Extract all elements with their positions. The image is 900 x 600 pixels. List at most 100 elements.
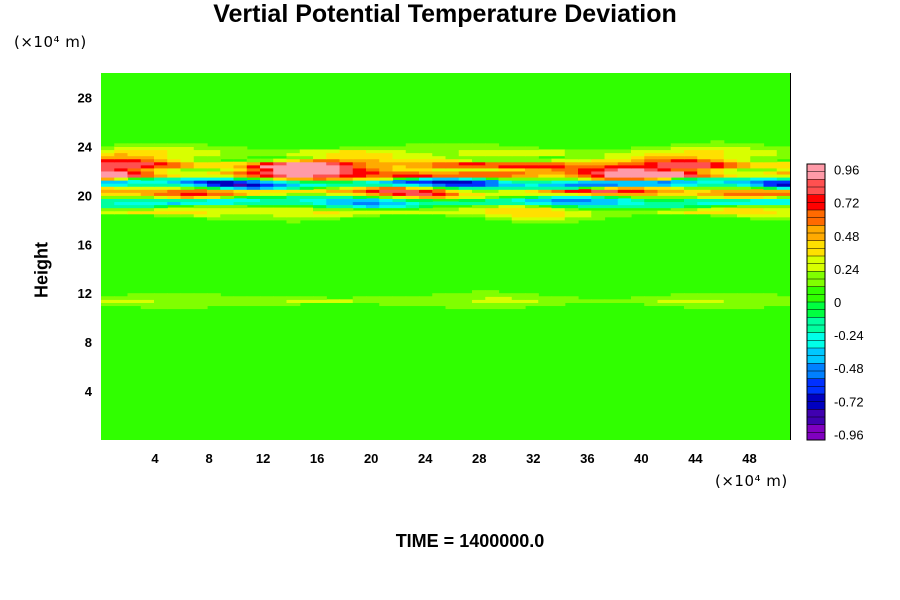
heatmap-cell (710, 305, 725, 310)
heatmap-cell (326, 176, 341, 181)
heatmap-cell (723, 305, 738, 310)
heatmap-cell (776, 210, 790, 215)
heatmap-cell (578, 155, 592, 160)
heatmap-cell (498, 155, 513, 160)
heatmap-cell (578, 167, 592, 172)
heatmap-cell (273, 198, 288, 203)
heatmap-cell (631, 296, 645, 300)
heatmap-cell (220, 170, 235, 175)
heatmap-cell (525, 302, 539, 307)
heatmap-cell (101, 198, 115, 203)
heatmap-cell (578, 176, 592, 181)
heatmap-cell (313, 201, 327, 206)
heatmap-cell (286, 158, 301, 163)
heatmap-cell (670, 167, 685, 172)
heatmap-cell (551, 207, 566, 212)
heatmap-cell (525, 164, 539, 169)
heatmap-cell (472, 201, 486, 206)
heatmap-cell (286, 180, 301, 184)
heatmap-cell (220, 201, 235, 206)
heatmap-cell (432, 195, 447, 199)
x-axis-unit-label: (×10⁴ m) (715, 472, 788, 490)
heatmap-cell (379, 170, 394, 175)
heatmap-cell (207, 293, 221, 297)
heatmap-cell (273, 192, 288, 196)
heatmap-cell (260, 180, 274, 184)
heatmap-cell (419, 173, 433, 178)
heatmap-cell (140, 198, 155, 203)
heatmap-cell (114, 167, 129, 172)
heatmap-cell (233, 155, 248, 160)
heatmap-cell (207, 207, 221, 212)
heatmap-cell (405, 152, 420, 157)
heatmap-cell (326, 186, 341, 190)
heatmap-cell (180, 189, 195, 193)
heatmap-cell (273, 210, 288, 215)
heatmap-cell (193, 161, 208, 166)
heatmap-cell (405, 170, 420, 175)
heatmap-cell (154, 207, 168, 212)
heatmap-cell (776, 173, 790, 178)
heatmap-cell (101, 302, 115, 307)
heatmap-cell (313, 195, 327, 199)
heatmap-cell (246, 210, 261, 215)
heatmap-cell (657, 186, 672, 190)
colorbar-tick-label: 0.72 (834, 196, 859, 211)
heatmap-cell (485, 299, 500, 303)
heatmap-cell (737, 173, 751, 178)
heatmap-cell (538, 183, 553, 187)
heatmap-cell (564, 192, 579, 196)
heatmap-cell (525, 299, 539, 303)
heatmap-cell (776, 213, 790, 218)
heatmap-cell (432, 299, 447, 303)
heatmap-cell (167, 146, 182, 151)
heatmap-cell (233, 146, 248, 151)
heatmap-cell (246, 170, 261, 175)
heatmap-cell (207, 155, 221, 160)
heatmap-cell (644, 155, 659, 160)
heatmap-cell (140, 183, 155, 187)
heatmap-cell (737, 183, 751, 187)
heatmap-cell (604, 186, 619, 190)
heatmap-cell (511, 170, 526, 175)
heatmap-cell (273, 296, 288, 300)
heatmap-cell (458, 176, 473, 181)
heatmap-cell (591, 158, 606, 163)
heatmap-cell (114, 149, 129, 154)
heatmap-cell (511, 305, 526, 310)
heatmap-cell (737, 296, 751, 300)
heatmap-cell (167, 293, 182, 297)
heatmap-cell (326, 198, 341, 203)
heatmap-cell (578, 204, 592, 209)
heatmap-cell (458, 201, 473, 206)
heatmap-cell (763, 167, 778, 172)
heatmap-cell (498, 207, 513, 212)
heatmap-cell (684, 204, 698, 209)
heatmap-cell (299, 213, 314, 218)
heatmap-cell (339, 195, 354, 199)
heatmap-cell (525, 189, 539, 193)
heatmap-cell (180, 183, 195, 187)
heatmap-cell (578, 216, 592, 221)
heatmap-cell (366, 183, 380, 187)
heatmap-cell (498, 293, 513, 297)
heatmap-cell (339, 155, 354, 160)
x-tick-label: 44 (688, 451, 703, 466)
heatmap-cell (564, 161, 579, 166)
heatmap-cell (737, 158, 751, 163)
heatmap-cell (101, 201, 115, 206)
heatmap-cell (299, 201, 314, 206)
heatmap-cell (750, 204, 765, 209)
heatmap-cell (498, 216, 513, 221)
heatmap-cell (644, 201, 659, 206)
heatmap-cell (538, 201, 553, 206)
heatmap-cell (286, 173, 301, 178)
colorbar-swatch (807, 233, 825, 241)
heatmap-cell (114, 146, 129, 151)
heatmap-cell (776, 198, 790, 203)
heatmap-cell (432, 173, 447, 178)
heatmap-cell (180, 155, 195, 160)
heatmap-cell (723, 189, 738, 193)
heatmap-cell (644, 180, 659, 184)
heatmap-cell (737, 299, 751, 303)
